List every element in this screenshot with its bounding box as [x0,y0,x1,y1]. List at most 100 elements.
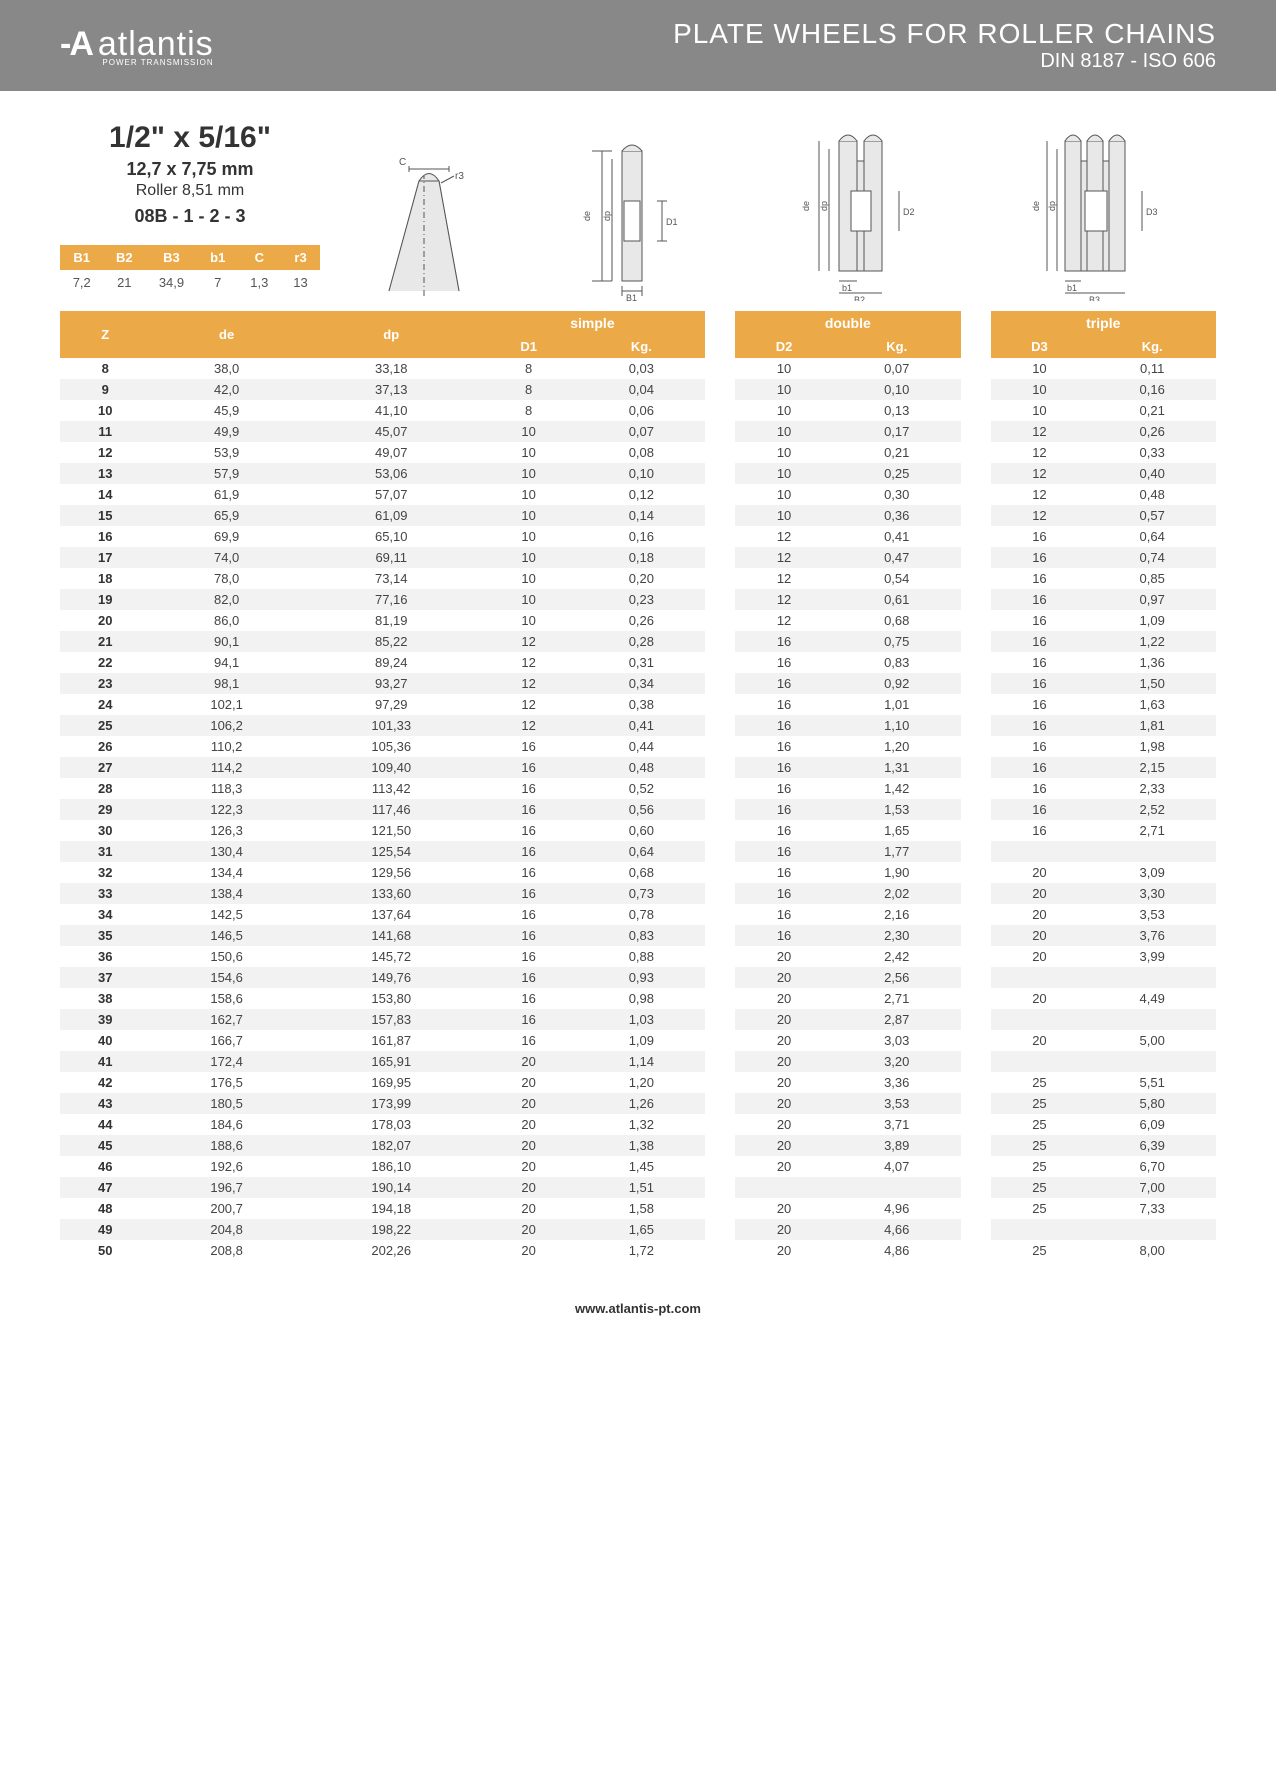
table-row: 1149,945,07100,07100,17120,26 [60,421,1216,442]
cell: 0,14 [578,505,706,526]
cell: 122,3 [150,799,302,820]
cell: 0,54 [833,568,961,589]
cell [705,1114,735,1135]
cell: 20 [735,1135,833,1156]
cell: 12 [735,589,833,610]
cell [705,1030,735,1051]
cell [1088,967,1216,988]
cell: 8 [60,358,150,379]
cell [991,967,1089,988]
cell: 0,21 [833,442,961,463]
cell: 0,97 [1088,589,1216,610]
cell [1088,841,1216,862]
cell [735,1177,833,1198]
cell [961,652,991,673]
cell: 0,47 [833,547,961,568]
cell: 20 [480,1156,578,1177]
cell: 10 [480,547,578,568]
cell: 16 [991,673,1089,694]
col-d3: D3 [991,335,1089,358]
cell: 20 [735,1240,833,1261]
cell: 0,20 [578,568,706,589]
cell: 16 [735,757,833,778]
table-row: 44184,6178,03201,32203,71256,09 [60,1114,1216,1135]
cell: 208,8 [150,1240,302,1261]
cell: 196,7 [150,1177,302,1198]
cell: 2,52 [1088,799,1216,820]
cell [961,505,991,526]
mini-th: B2 [103,245,145,270]
cell: 0,23 [578,589,706,610]
cell [705,568,735,589]
cell: 0,44 [578,736,706,757]
table-row: 46192,6186,10201,45204,07256,70 [60,1156,1216,1177]
cell: 0,98 [578,988,706,1009]
cell [705,1135,735,1156]
table-row: 37154,6149,76160,93202,56 [60,967,1216,988]
cell: 32 [60,862,150,883]
cell: 0,21 [1088,400,1216,421]
svg-text:dp: dp [602,211,612,221]
cell: 0,48 [578,757,706,778]
cell [961,946,991,967]
spec-section: 1/2" x 5/16" 12,7 x 7,75 mm Roller 8,51 … [0,91,1276,311]
cell: 77,16 [303,589,480,610]
cell: 5,80 [1088,1093,1216,1114]
cell: 14 [60,484,150,505]
cell [961,1198,991,1219]
cell: 0,83 [578,925,706,946]
cell: 1,42 [833,778,961,799]
cell: 102,1 [150,694,302,715]
cell [961,631,991,652]
cell: 16 [480,988,578,1009]
cell: 10 [735,463,833,484]
cell: 173,99 [303,1093,480,1114]
cell: 162,7 [150,1009,302,1030]
cell: 12 [735,610,833,631]
cell: 37,13 [303,379,480,400]
cell: 16 [735,694,833,715]
cell: 192,6 [150,1156,302,1177]
cell: 4,07 [833,1156,961,1177]
cell: 10 [735,400,833,421]
cell: 0,85 [1088,568,1216,589]
cell [961,1093,991,1114]
cell: 20 [735,1051,833,1072]
cell: 97,29 [303,694,480,715]
cell: 10 [735,505,833,526]
cell [705,442,735,463]
cell: 25 [991,1114,1089,1135]
cell: 0,31 [578,652,706,673]
cell: 20 [735,1219,833,1240]
cell: 204,8 [150,1219,302,1240]
cell: 16 [735,883,833,904]
cell: 9 [60,379,150,400]
cell [705,841,735,862]
cell [961,1177,991,1198]
cell: 29 [60,799,150,820]
cell: 16 [480,820,578,841]
svg-text:b1: b1 [1067,283,1077,293]
cell: 0,17 [833,421,961,442]
cell: 20 [991,862,1089,883]
cell [705,1198,735,1219]
table-row: 26110,2105,36160,44161,20161,98 [60,736,1216,757]
cell: 10 [60,400,150,421]
cell: 0,07 [833,358,961,379]
table-row: 48200,7194,18201,58204,96257,33 [60,1198,1216,1219]
cell: 20 [480,1198,578,1219]
cell: 7,33 [1088,1198,1216,1219]
cell: 5,51 [1088,1072,1216,1093]
cell: 0,33 [1088,442,1216,463]
cell [705,904,735,925]
cell [961,1030,991,1051]
cell: 0,93 [578,967,706,988]
cell [961,1240,991,1261]
header-title-sub: DIN 8187 - ISO 606 [673,50,1216,73]
cell: 0,26 [578,610,706,631]
cell: 176,5 [150,1072,302,1093]
data-table: Z de dp simple double triple D1 Kg. D2 K… [60,311,1216,1261]
cell: 20 [480,1135,578,1156]
logo: -A atlantis POWER TRANSMISSION [60,25,214,67]
cell: 4,96 [833,1198,961,1219]
